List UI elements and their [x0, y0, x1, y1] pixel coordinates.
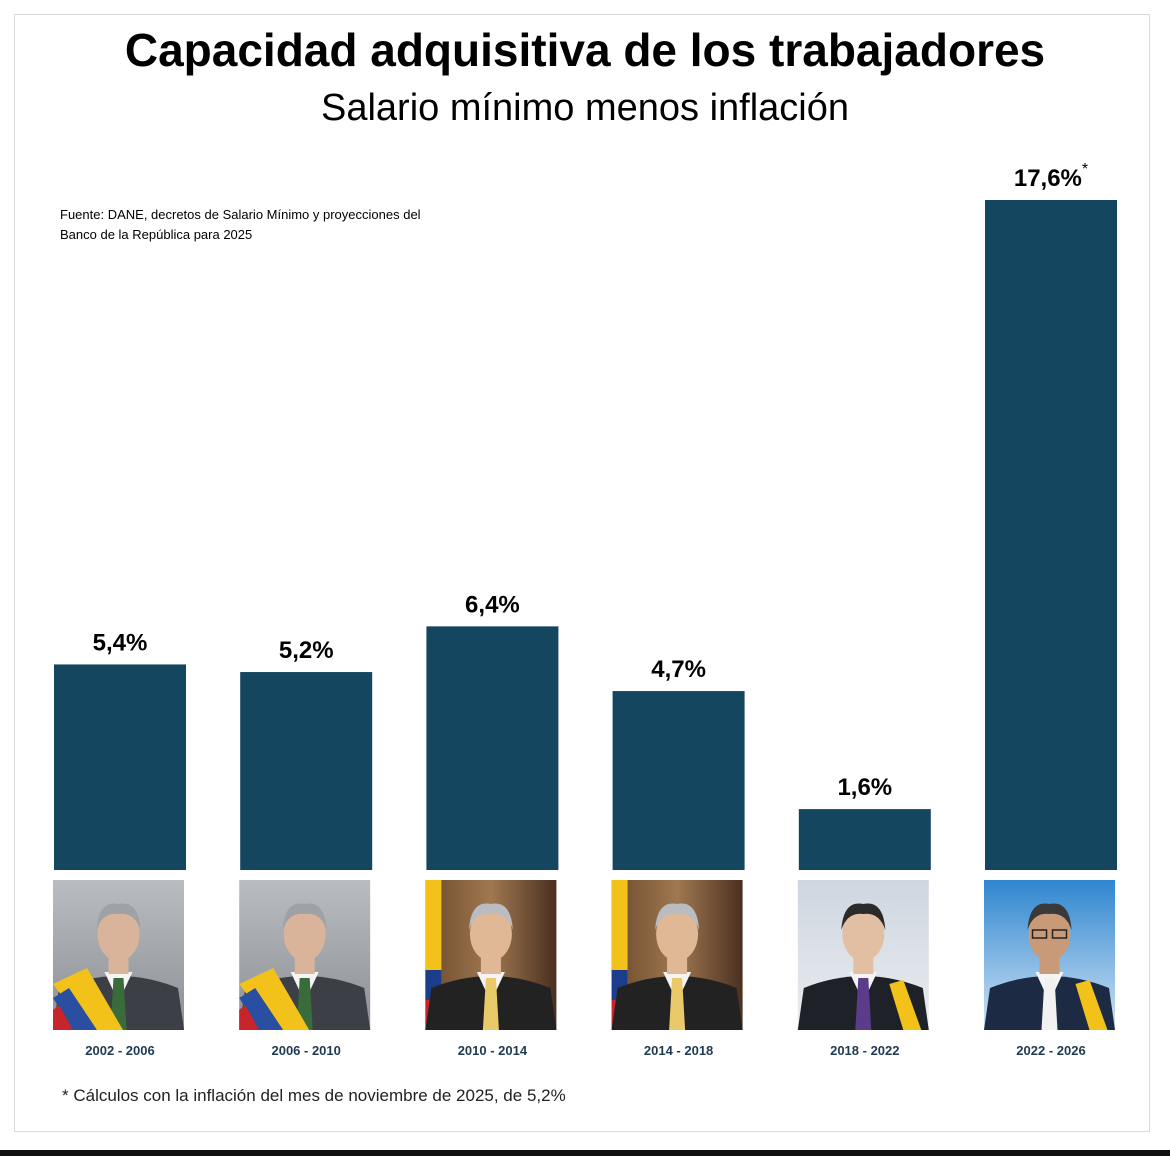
- portrait-3: [425, 880, 557, 1030]
- value-label-2: 5,2%: [279, 637, 334, 664]
- chart-title: Capacidad adquisitiva de los trabajadore…: [124, 24, 1046, 76]
- value-label-1: 5,4%: [93, 629, 148, 656]
- bar-3: [426, 626, 559, 870]
- value-label-5: 1,6%: [837, 774, 892, 801]
- value-label-3: 6,4%: [465, 591, 520, 618]
- category-label-2: 2006 - 2010: [271, 1043, 340, 1058]
- bottom-border: [0, 1150, 1170, 1156]
- bar-4: [612, 691, 745, 870]
- category-label-6: 2022 - 2026: [1016, 1043, 1085, 1058]
- chart-frame: [14, 14, 1150, 1132]
- category-label-3: 2010 - 2014: [458, 1043, 528, 1058]
- value-annotation-6: *: [1082, 161, 1088, 178]
- source-note: Fuente: DANE, decretos de Salario Mínimo…: [60, 207, 421, 242]
- category-label-4: 2014 - 2018: [644, 1043, 713, 1058]
- value-label-4: 4,7%: [651, 656, 706, 683]
- category-label-5: 2018 - 2022: [830, 1043, 899, 1058]
- portrait-1: [53, 880, 184, 1030]
- portrait-2: [239, 880, 371, 1030]
- portrait-5: [797, 880, 929, 1030]
- value-label-6: 17,6%*: [1014, 161, 1088, 192]
- bar-1: [54, 664, 186, 870]
- chart-subtitle: Salario mínimo menos inflación: [320, 87, 849, 129]
- bar-6: [985, 200, 1117, 870]
- bar-5: [798, 809, 931, 870]
- portrait-4: [611, 880, 743, 1030]
- footnote: * Cálculos con la inflación del mes de n…: [62, 1086, 566, 1105]
- bar-2: [240, 672, 373, 870]
- portrait-6: [984, 880, 1115, 1030]
- category-label-1: 2002 - 2006: [85, 1043, 154, 1058]
